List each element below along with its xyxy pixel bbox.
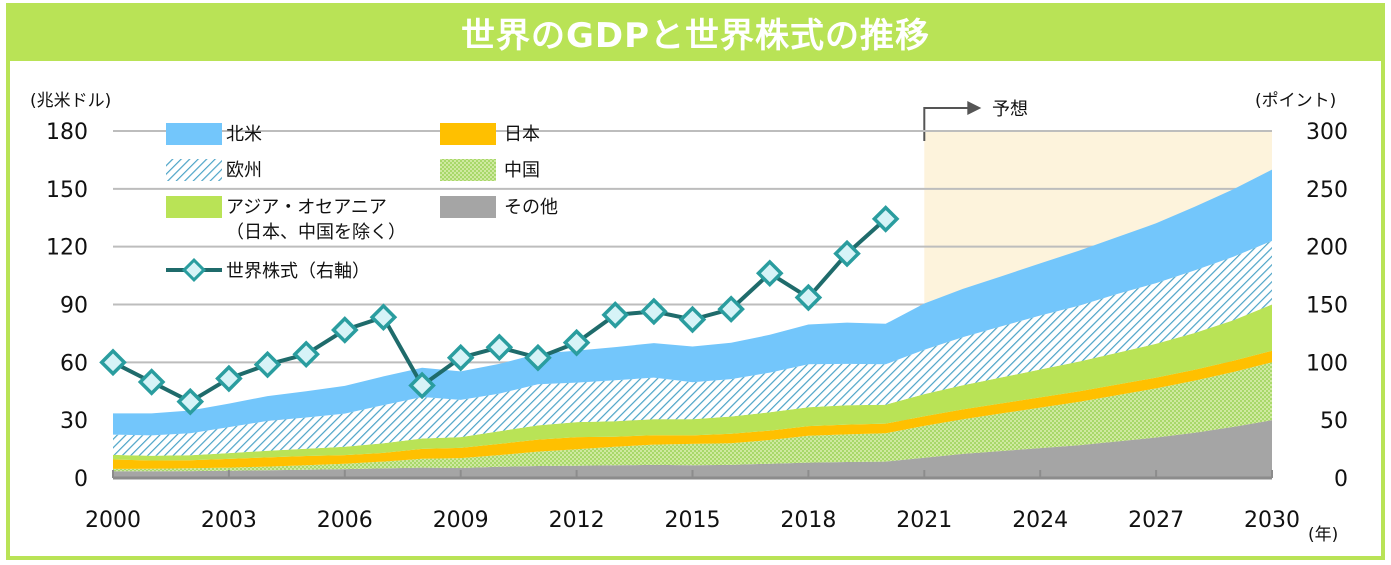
y-right-tick-label: 100 xyxy=(1306,351,1348,376)
area-europe xyxy=(113,240,1272,456)
x-tick-label: 2009 xyxy=(433,508,489,533)
legend-label-asia-oceania-note: （日本、中国を除く） xyxy=(226,222,406,243)
legend-label-other: その他 xyxy=(504,197,558,218)
legend-label-asia-oceania: アジア・オセアニア xyxy=(226,197,387,218)
legend-swatch-asia-oceania xyxy=(166,196,222,218)
y-left-tick-label: 30 xyxy=(60,409,88,434)
x-tick-label: 2006 xyxy=(317,508,373,533)
world-equity-point xyxy=(524,343,552,372)
world-equity-point xyxy=(833,239,861,268)
legend-label-world-equity: 世界株式（右軸） xyxy=(226,261,370,282)
world-equity-point xyxy=(794,283,823,312)
forecast-label: 予想 xyxy=(992,99,1028,120)
x-tick-label: 2015 xyxy=(665,508,721,533)
x-tick-label: 2018 xyxy=(780,508,836,533)
y-left-tick-label: 90 xyxy=(60,294,88,319)
x-tick-label: 2024 xyxy=(1012,508,1068,533)
y-right-tick-label: 200 xyxy=(1306,236,1348,261)
world-equity-point xyxy=(369,303,398,332)
y-right-tick-label: 150 xyxy=(1306,294,1348,319)
right-axis-unit: (ポイント) xyxy=(1255,91,1336,111)
y-left-tick-label: 0 xyxy=(74,467,88,492)
area-asia-oceania xyxy=(113,304,1272,461)
y-left-tick-label: 150 xyxy=(46,178,88,203)
y-right-tick-label: 50 xyxy=(1320,409,1348,434)
y-left-tick-label: 180 xyxy=(46,120,88,145)
y-right-tick-label: 250 xyxy=(1306,178,1348,203)
x-axis-unit: (年) xyxy=(1308,525,1338,545)
world-equity-point xyxy=(331,316,359,344)
world-equity-point xyxy=(678,305,707,334)
x-tick-label: 2012 xyxy=(549,508,605,533)
world-equity-point xyxy=(137,368,166,396)
x-tick-label: 2000 xyxy=(85,508,141,533)
legend-swatch-other xyxy=(440,196,496,218)
x-tick-label: 2027 xyxy=(1128,508,1184,533)
x-tick-label: 2003 xyxy=(201,508,257,533)
world-equity-point xyxy=(562,328,591,357)
title-bar: 世界のGDPと世界株式の推移 xyxy=(6,3,1385,61)
chart-title: 世界のGDPと世界株式の推移 xyxy=(460,15,931,56)
y-left-tick-label: 120 xyxy=(46,236,88,261)
legend-marker-world-equity xyxy=(181,257,207,283)
y-right-tick-label: 0 xyxy=(1334,467,1348,492)
x-tick-label: 2021 xyxy=(896,508,952,533)
world-equity-point xyxy=(253,350,282,379)
legend-swatch-europe xyxy=(166,159,222,181)
world-equity-point xyxy=(408,371,436,400)
world-equity-point xyxy=(446,343,475,372)
world-equity-point xyxy=(215,364,243,393)
area-north-america xyxy=(113,169,1272,436)
world-equity-point xyxy=(176,387,205,416)
legend-swatch-north-america xyxy=(166,123,222,145)
area-china xyxy=(113,362,1272,472)
legend-swatch-japan xyxy=(440,123,496,145)
world-equity-point xyxy=(640,297,668,326)
world-equity-point xyxy=(755,259,784,288)
world-equity-point xyxy=(292,340,320,369)
legend-label-north-america: 北米 xyxy=(226,124,262,145)
world-equity-point xyxy=(99,348,127,377)
world-equity-point xyxy=(871,205,900,233)
legend: 北米 欧州 アジア・オセアニア （日本、中国を除く） 世界株式（右軸） 日本 中… xyxy=(166,123,558,283)
world-equity-point xyxy=(485,333,514,362)
area-other xyxy=(113,420,1272,478)
legend-label-china: 中国 xyxy=(504,160,540,181)
y-right-tick-label: 300 xyxy=(1306,120,1348,145)
legend-label-japan: 日本 xyxy=(504,124,540,145)
y-left-tick-label: 60 xyxy=(60,351,88,376)
world-equity-point xyxy=(601,301,630,329)
legend-label-europe: 欧州 xyxy=(226,160,262,181)
forecast-arrow-icon xyxy=(967,101,982,115)
x-tick-label: 2030 xyxy=(1244,508,1300,533)
left-axis-unit: (兆米ドル) xyxy=(30,91,111,111)
legend-swatch-china xyxy=(440,159,496,181)
world-equity-point xyxy=(717,295,745,323)
